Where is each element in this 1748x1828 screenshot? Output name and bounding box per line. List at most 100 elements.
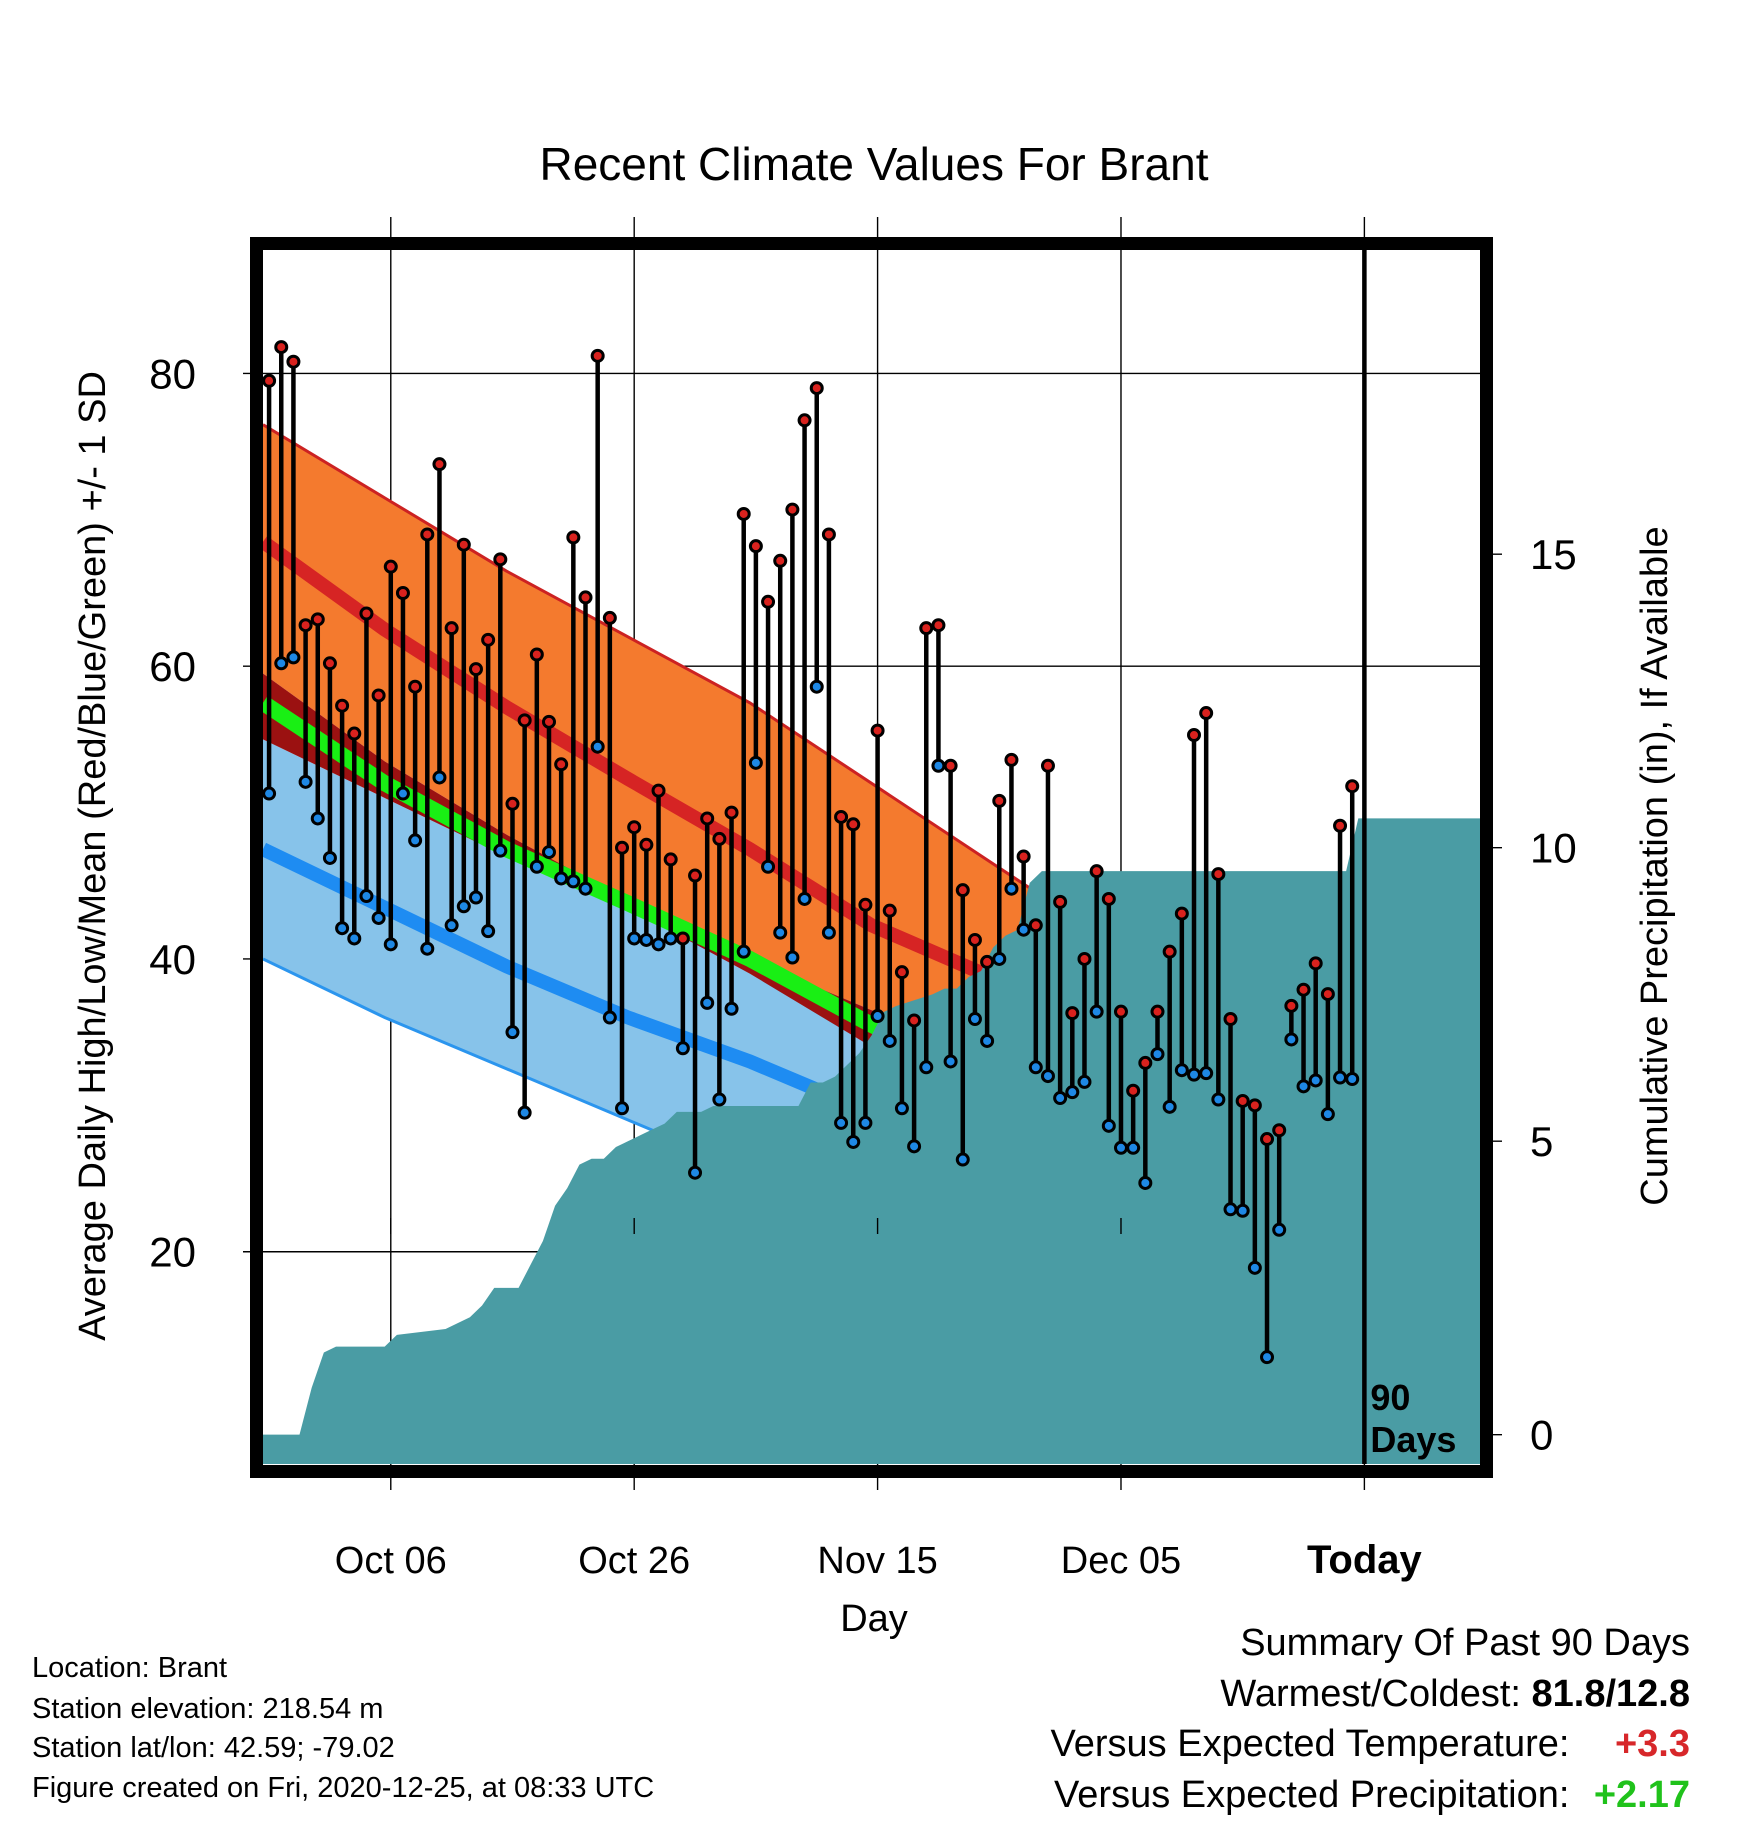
high-point xyxy=(663,852,678,867)
high-point xyxy=(882,903,897,918)
low-point xyxy=(943,1054,958,1069)
high-point xyxy=(541,714,556,729)
x-tick-label: Nov 15 xyxy=(817,1540,937,1582)
low-point xyxy=(602,1010,617,1025)
high-point xyxy=(1101,891,1116,906)
low-point xyxy=(456,899,471,914)
high-point xyxy=(821,527,836,542)
low-point xyxy=(1028,1060,1043,1075)
y-tick-label: 20 xyxy=(149,1229,196,1276)
high-point xyxy=(992,793,1007,808)
low-point xyxy=(651,937,666,952)
high-point xyxy=(627,820,642,835)
high-point xyxy=(1308,956,1323,971)
low-point xyxy=(566,874,581,889)
high-point xyxy=(980,954,995,969)
high-point xyxy=(371,688,386,703)
high-point xyxy=(383,559,398,574)
high-point xyxy=(943,758,958,773)
low-point xyxy=(1333,1070,1348,1085)
high-point xyxy=(1296,982,1311,997)
low-point xyxy=(578,881,593,896)
low-point xyxy=(274,656,289,671)
low-point xyxy=(1065,1085,1080,1100)
low-point xyxy=(286,650,301,665)
x-tick-label: Dec 05 xyxy=(1061,1540,1181,1582)
summary-temperature: Versus Expected Temperature: +3.3 xyxy=(1051,1723,1690,1766)
low-point xyxy=(1150,1047,1165,1062)
summary-warmest-coldest: Warmest/Coldest: 81.8/12.8 xyxy=(1220,1673,1690,1716)
low-point xyxy=(590,739,605,754)
high-point xyxy=(858,897,873,912)
high-point xyxy=(748,539,763,554)
high-point xyxy=(263,373,277,388)
high-point xyxy=(846,817,861,832)
low-point xyxy=(931,758,946,773)
high-point xyxy=(1016,849,1031,864)
high-point xyxy=(797,413,812,428)
low-point xyxy=(1016,922,1031,937)
low-point xyxy=(846,1134,861,1149)
low-point xyxy=(383,937,398,952)
low-point xyxy=(1138,1175,1153,1190)
high-point xyxy=(907,1013,922,1028)
low-point xyxy=(1174,1063,1189,1078)
low-point xyxy=(1284,1032,1299,1047)
high-point xyxy=(481,632,496,647)
low-point xyxy=(432,770,447,785)
y2-tick-label: 5 xyxy=(1530,1118,1553,1165)
high-point xyxy=(785,502,800,517)
low-point xyxy=(688,1165,703,1180)
high-point xyxy=(274,340,289,355)
low-point xyxy=(395,786,410,801)
low-point xyxy=(1320,1107,1335,1122)
high-point xyxy=(1260,1132,1275,1147)
high-point xyxy=(1126,1083,1141,1098)
x-tick-label: Oct 26 xyxy=(578,1540,690,1582)
low-point xyxy=(322,850,337,865)
high-point xyxy=(505,796,520,811)
high-point xyxy=(1223,1011,1238,1026)
y-axis-label: Average Daily High/Low/Mean (Red/Blue/Gr… xyxy=(72,371,114,1341)
high-point xyxy=(602,610,617,625)
high-point xyxy=(1199,706,1214,721)
high-point xyxy=(919,621,934,636)
high-point xyxy=(955,883,970,898)
low-point xyxy=(1089,1004,1104,1019)
high-point xyxy=(310,612,325,627)
low-point xyxy=(310,811,325,826)
high-point xyxy=(615,840,630,855)
high-point xyxy=(1113,1004,1128,1019)
high-point xyxy=(468,662,483,677)
high-point xyxy=(809,381,824,396)
high-point xyxy=(590,348,605,363)
high-point xyxy=(1065,1006,1080,1021)
high-point xyxy=(335,698,350,713)
high-point xyxy=(1333,818,1348,833)
high-point xyxy=(1040,758,1055,773)
low-point xyxy=(748,755,763,770)
chart-title: Recent Climate Values For Brant xyxy=(540,138,1209,190)
low-point xyxy=(870,1009,885,1024)
low-point xyxy=(468,890,483,905)
high-point xyxy=(761,594,776,609)
x-tick-label: Today xyxy=(1307,1538,1423,1582)
low-point xyxy=(955,1152,970,1167)
y-tick-label: 60 xyxy=(149,643,196,690)
low-point xyxy=(347,931,362,946)
low-point xyxy=(663,931,678,946)
low-point xyxy=(821,925,836,940)
low-point xyxy=(371,910,386,925)
high-point xyxy=(1247,1098,1262,1113)
low-point xyxy=(894,1101,909,1116)
high-point xyxy=(1211,867,1226,882)
high-point xyxy=(675,931,690,946)
low-point xyxy=(615,1101,630,1116)
low-point xyxy=(298,774,313,789)
low-point xyxy=(541,845,556,860)
high-point xyxy=(408,679,423,694)
low-point xyxy=(1235,1203,1250,1218)
y2-axis-label: Cumulative Precipitation (in), If Availa… xyxy=(1634,526,1676,1205)
cumulative-precipitation xyxy=(263,818,1480,1464)
